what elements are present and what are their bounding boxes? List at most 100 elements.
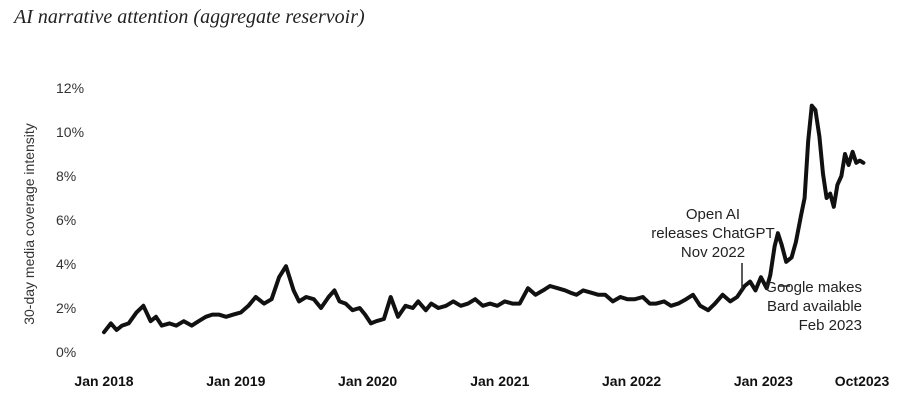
data-point: [692, 294, 694, 296]
data-point: [822, 173, 824, 175]
data-point: [225, 316, 227, 318]
data-point: [859, 160, 861, 162]
y-tick-label: 6%: [56, 212, 76, 228]
x-tick-label: Jan 2019: [206, 373, 265, 389]
data-point: [814, 109, 816, 111]
data-point: [848, 164, 850, 166]
data-point: [496, 305, 498, 307]
x-tick-label: Jan 2018: [74, 373, 133, 389]
annotation-text: Feb 2023: [799, 317, 862, 334]
data-point: [425, 309, 427, 311]
annotation-text: releases ChatGPT: [651, 225, 774, 242]
data-point: [489, 303, 491, 305]
data-point: [855, 162, 857, 164]
data-point: [707, 309, 709, 311]
data-point: [699, 305, 701, 307]
y-axis: 0% 2% 4% 6% 8% 10% 12%: [56, 80, 84, 360]
y-tick-label: 10%: [56, 124, 84, 140]
data-point: [390, 296, 392, 298]
data-point: [729, 300, 731, 302]
x-axis: Jan 2018 Jan 2019 Jan 2020 Jan 2021 Jan 2022…: [74, 373, 889, 389]
data-point: [168, 322, 170, 324]
data-point: [807, 140, 809, 142]
data-point: [774, 245, 776, 247]
data-point: [285, 265, 287, 267]
data-point: [781, 243, 782, 245]
x-tick-label: Jan 2021: [470, 373, 529, 389]
annotation-text: Bard available: [767, 298, 862, 315]
data-point: [405, 305, 406, 307]
data-point: [211, 314, 213, 316]
data-point: [736, 296, 738, 298]
data-point: [161, 325, 163, 327]
data-point: [642, 296, 644, 298]
data-point: [766, 287, 768, 289]
data-point: [474, 298, 476, 300]
data-point: [811, 105, 813, 107]
data-point: [240, 311, 242, 313]
data-point: [777, 232, 779, 234]
data-point: [445, 305, 447, 307]
y-tick-label: 0%: [56, 344, 76, 360]
x-tick-label: Jan 2022: [602, 373, 661, 389]
data-point: [535, 294, 536, 296]
data-point: [685, 298, 687, 300]
data-point: [305, 296, 307, 298]
data-point: [663, 300, 665, 302]
data-point: [557, 287, 559, 289]
data-point: [619, 296, 621, 298]
x-tick-label: Jan 2020: [338, 373, 397, 389]
data-point: [504, 300, 506, 302]
data-point: [840, 175, 842, 177]
data-point: [150, 320, 152, 322]
data-point: [833, 206, 835, 208]
data-point: [795, 241, 797, 243]
data-point: [136, 311, 137, 313]
data-point: [826, 197, 828, 199]
data-point: [852, 151, 854, 153]
data-point: [564, 289, 566, 291]
y-tick-label: 8%: [56, 168, 76, 184]
y-axis-label: 30-day media coverage intensity: [21, 123, 37, 325]
data-point: [352, 309, 353, 311]
data-point: [359, 307, 361, 309]
data-point: [110, 322, 112, 324]
data-point: [575, 294, 577, 296]
x-tick-label: Oct2023: [835, 373, 890, 389]
data-point: [677, 303, 679, 305]
data-point: [320, 307, 322, 309]
data-point: [298, 300, 300, 302]
y-tick-label: 4%: [56, 256, 76, 272]
data-point: [375, 320, 377, 322]
data-point: [116, 329, 118, 331]
data-point: [655, 303, 657, 305]
data-point: [437, 307, 439, 309]
data-point: [452, 300, 454, 302]
data-point: [339, 300, 340, 302]
data-point: [263, 303, 265, 305]
data-point: [597, 294, 599, 296]
data-point: [542, 289, 544, 291]
data-point: [198, 320, 200, 322]
data-point: [218, 314, 220, 316]
annotation-chatgpt: Open AI releases ChatGPT Nov 2022: [651, 206, 775, 290]
data-point: [370, 322, 372, 324]
data-point: [755, 289, 756, 291]
data-point: [800, 215, 802, 217]
data-point: [155, 316, 157, 318]
series-layer: [102, 103, 866, 335]
data-point: [271, 298, 273, 300]
data-point: [582, 289, 584, 291]
data-point: [862, 162, 864, 164]
annotation-text: Google makes: [765, 279, 862, 296]
data-point: [804, 197, 806, 199]
data-point: [818, 135, 820, 137]
data-point: [760, 276, 762, 278]
data-point: [412, 307, 414, 309]
data-point: [769, 274, 771, 276]
data-point: [328, 296, 330, 298]
data-point: [278, 276, 280, 278]
x-tick-label: Jan 2023: [734, 373, 793, 389]
data-point: [590, 292, 592, 294]
annotation-text: Open AI: [686, 206, 740, 223]
